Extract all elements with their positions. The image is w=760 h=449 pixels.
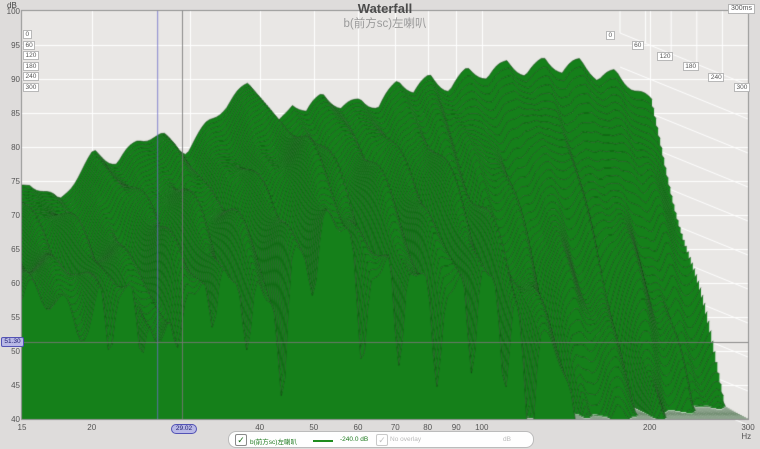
db-tick-label: 75 bbox=[11, 177, 20, 186]
db-tick-label: 60 bbox=[11, 279, 20, 288]
freq-tick-label: 60 bbox=[353, 423, 363, 432]
legend-bar: ✓ b(前方sc)左喇叭 -240.0 dB ✓ No overlay dB bbox=[228, 431, 534, 448]
freq-tick-label: 15 bbox=[17, 423, 27, 432]
time-tick-left: 240 bbox=[23, 72, 39, 81]
freq-tick-label: 40 bbox=[255, 423, 265, 432]
freq-tick-label: 300 Hz bbox=[741, 423, 755, 441]
time-tick-right: 0 bbox=[606, 31, 615, 40]
legend-unit-label: dB bbox=[503, 436, 511, 443]
freq-tick-label: 20 bbox=[87, 423, 97, 432]
cursor-freq-readout: 29.02 bbox=[171, 424, 197, 434]
time-tick-left: 120 bbox=[23, 51, 39, 60]
overlay-checkbox[interactable]: ✓ bbox=[376, 434, 388, 446]
time-tick-right: 120 bbox=[657, 51, 674, 61]
page-subtitle: b(前方sc)左喇叭 bbox=[343, 18, 427, 30]
db-tick-label: 85 bbox=[11, 109, 20, 118]
time-tick-right: 60 bbox=[631, 41, 644, 51]
time-tick-right: 180 bbox=[682, 62, 699, 72]
freq-tick-label: 80 bbox=[423, 423, 433, 432]
freq-tick-label: 100 bbox=[475, 423, 489, 432]
time-window-label: 300ms bbox=[727, 4, 755, 14]
freq-tick-label: 90 bbox=[451, 423, 461, 432]
db-tick-label: 100 bbox=[6, 7, 20, 16]
db-tick-label: 65 bbox=[11, 245, 20, 254]
db-tick-label: 95 bbox=[11, 41, 20, 50]
time-tick-left: 180 bbox=[23, 61, 39, 71]
page-title: Waterfall bbox=[357, 1, 413, 16]
db-tick-label: 50 bbox=[11, 347, 20, 356]
freq-tick-label: 70 bbox=[390, 423, 400, 432]
db-tick-label: 70 bbox=[11, 211, 20, 220]
db-tick-label: 45 bbox=[11, 381, 20, 390]
db-tick-label: 40 bbox=[11, 415, 20, 424]
legend-overlay-label: No overlay bbox=[390, 436, 422, 443]
time-tick-right: 300 bbox=[734, 83, 750, 92]
time-tick-left: 300 bbox=[23, 82, 39, 92]
db-tick-label: 90 bbox=[11, 75, 20, 84]
trace-checkbox[interactable]: ✓ bbox=[235, 434, 247, 446]
legend-trace-label[interactable]: b(前方sc)左喇叭 bbox=[250, 439, 297, 446]
db-axis-unit-label: dB bbox=[7, 1, 17, 10]
trace-color-sample bbox=[313, 440, 333, 442]
freq-tick-label: 200 bbox=[643, 423, 657, 432]
legend-level-label: -240.0 dB bbox=[340, 436, 369, 443]
db-tick-label: 80 bbox=[11, 143, 20, 152]
freq-tick-label: 50 bbox=[309, 423, 319, 432]
time-tick-left: 0 bbox=[23, 30, 32, 39]
cursor-db-readout: 51.30 bbox=[1, 337, 24, 347]
time-tick-left: 60 bbox=[23, 40, 36, 50]
time-tick-right: 240 bbox=[708, 72, 725, 82]
db-tick-label: 55 bbox=[11, 313, 20, 322]
